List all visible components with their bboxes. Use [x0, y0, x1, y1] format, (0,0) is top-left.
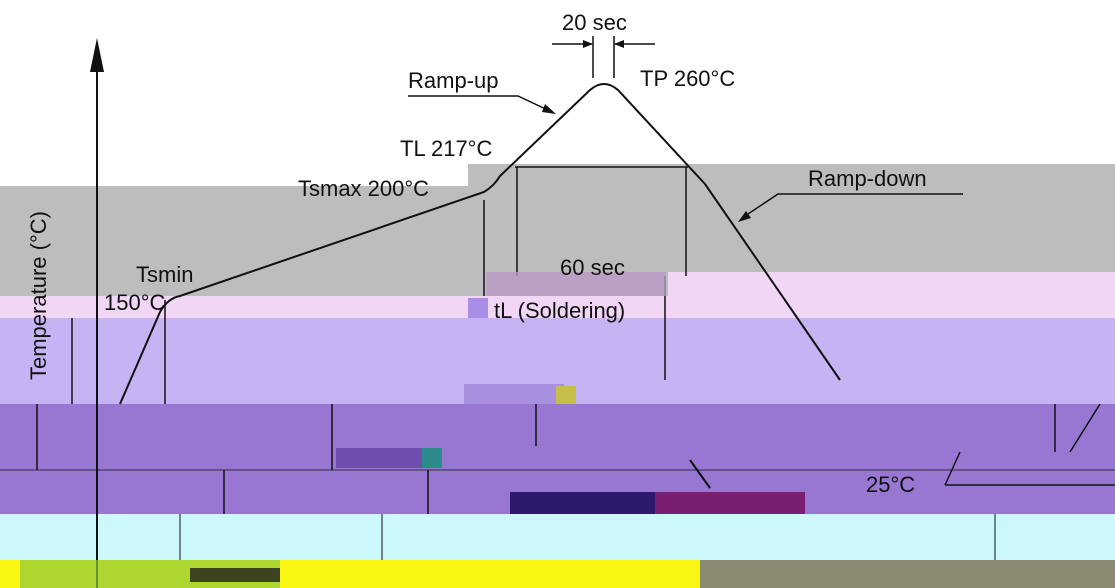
noise-block: [190, 568, 280, 582]
ramp-up-arrow: [542, 104, 556, 114]
dwell-peak-label: 20 sec: [562, 10, 627, 35]
y-axis-label: Temperature (°C): [26, 211, 51, 380]
ramp-up-label: Ramp-up: [408, 68, 498, 93]
peak-dim-arrow-right: [614, 40, 624, 48]
noise-block: [336, 448, 426, 468]
ramp-down-label: Ramp-down: [808, 166, 927, 191]
peak-dim-arrow-left: [583, 40, 593, 48]
soldering-label: tL (Soldering): [494, 298, 625, 323]
ambient-label: 25°C: [866, 472, 915, 497]
noise-block: [486, 272, 666, 296]
noise-block: [464, 384, 564, 404]
pink-band-right: [668, 272, 1115, 296]
peak-label: TP 260°C: [640, 66, 735, 91]
cyan-band: [0, 514, 1115, 560]
profile-curve: [119, 83, 841, 405]
tsmin-value-label: 150°C: [104, 290, 166, 315]
tsmax-label: Tsmax 200°C: [298, 176, 429, 201]
noise-block: [510, 492, 655, 514]
ambient-slope-left: [944, 451, 961, 486]
noise-block: [655, 492, 805, 514]
tsmin-label: Tsmin: [136, 262, 193, 287]
y-axis-arrow: [90, 38, 104, 72]
ramp-down-arrow: [738, 211, 751, 222]
gray-band-upper-right: [468, 164, 1115, 186]
cooling-curve-tail: [689, 459, 711, 489]
noise-block: [556, 386, 576, 404]
ambient-slope-right: [1069, 403, 1101, 453]
pink-band: [0, 296, 1115, 318]
noise-block: [468, 298, 488, 318]
noise-block: [422, 448, 442, 468]
ramp-up-leader: [408, 95, 553, 113]
ramp-down-leader: [741, 193, 963, 219]
noise-block: [700, 560, 1115, 588]
dwell-liquidus-label: 60 sec: [560, 255, 625, 280]
liquidus-label: TL 217°C: [400, 136, 492, 161]
